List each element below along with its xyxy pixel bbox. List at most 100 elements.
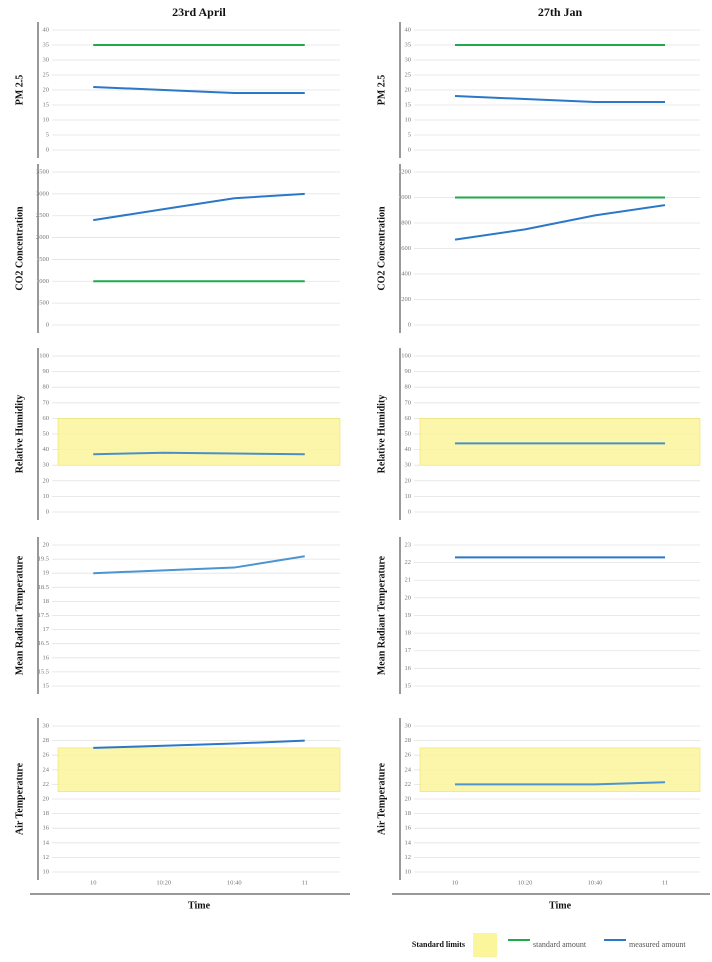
y-tick-label: 10: [43, 116, 50, 123]
y-tick-label: 17: [405, 647, 412, 654]
y-tick-label: 12: [405, 854, 412, 861]
series-line: [93, 192, 305, 222]
y-tick-label: 1500: [36, 256, 49, 263]
y-tick-label: 3500: [36, 168, 49, 175]
y-tick-label: 0: [408, 508, 411, 515]
y-tick-label: 400: [401, 270, 411, 277]
y-tick-label: 20: [43, 477, 50, 484]
x-tick-label: 10:20: [518, 879, 533, 886]
y-tick-label: 24: [43, 766, 50, 773]
y-axis-label: CO2 Concentration: [376, 206, 387, 291]
series-line: [93, 739, 305, 749]
y-tick-label: 15: [405, 101, 412, 108]
y-tick-label: 26: [43, 752, 50, 759]
y-tick-label: 30: [43, 56, 50, 63]
x-tick-label: 10:20: [156, 879, 171, 886]
x-axis-label: Time: [549, 900, 572, 911]
y-tick-label: 25: [43, 71, 50, 78]
y-axis-label: Air Temperature: [14, 762, 25, 835]
y-tick-label: 15.5: [38, 668, 49, 675]
y-tick-label: 10: [405, 116, 412, 123]
y-tick-label: 35: [43, 41, 50, 48]
y-tick-label: 0: [408, 146, 411, 153]
y-tick-label: 22: [43, 781, 50, 788]
y-axis-label: Relative Humidity: [376, 395, 387, 474]
y-tick-label: 200: [401, 296, 411, 303]
x-tick-label: 10:40: [227, 879, 242, 886]
y-tick-label: 20: [405, 594, 412, 601]
series-line: [93, 86, 305, 94]
standard-band: [419, 418, 701, 466]
y-tick-label: 12: [43, 854, 50, 861]
y-tick-label: 18: [43, 810, 50, 817]
x-tick-label: 10: [452, 879, 459, 886]
y-tick-label: 20: [43, 541, 50, 548]
y-tick-label: 10: [43, 868, 50, 875]
y-tick-label: 80: [43, 384, 50, 391]
y-tick-label: 23: [405, 541, 412, 548]
y-tick-label: 0: [408, 321, 411, 328]
y-tick-label: 16: [405, 825, 412, 832]
y-tick-label: 16: [43, 654, 50, 661]
y-tick-label: 18: [43, 598, 50, 605]
y-axis-label: Relative Humidity: [14, 395, 25, 474]
y-tick-label: 20: [43, 795, 50, 802]
y-axis-label: PM 2.5: [14, 75, 25, 106]
y-tick-label: 14: [405, 839, 412, 846]
y-tick-label: 26: [405, 752, 412, 759]
y-tick-label: 1000: [36, 278, 49, 285]
y-tick-label: 30: [405, 462, 412, 469]
legend-label: standard amount: [533, 940, 587, 949]
y-axis-label: Mean Radiant Temperature: [376, 555, 387, 675]
y-tick-label: 40: [405, 446, 412, 453]
y-tick-label: 16: [43, 825, 50, 832]
y-tick-label: 5: [408, 131, 411, 138]
y-tick-label: 2000: [36, 234, 49, 241]
y-tick-label: 30: [405, 722, 412, 729]
y-tick-label: 14: [43, 839, 50, 846]
y-tick-label: 22: [405, 781, 412, 788]
y-tick-label: 70: [405, 399, 412, 406]
y-tick-label: 28: [43, 737, 50, 744]
y-tick-label: 18: [405, 810, 412, 817]
y-tick-label: 70: [43, 399, 50, 406]
y-axis-label: Mean Radiant Temperature: [14, 555, 25, 675]
series-line: [454, 95, 665, 103]
x-axis-label: Time: [188, 900, 211, 911]
x-tick-label: 10: [90, 879, 97, 886]
y-tick-label: 24: [405, 766, 412, 773]
y-tick-label: 10: [405, 868, 412, 875]
y-tick-label: 60: [43, 415, 50, 422]
y-tick-label: 40: [405, 26, 412, 33]
y-tick-label: 28: [405, 737, 412, 744]
y-tick-label: 0: [46, 146, 49, 153]
series-line: [93, 451, 305, 456]
y-tick-label: 18: [405, 630, 412, 637]
y-tick-label: 20: [405, 86, 412, 93]
series-line: [455, 781, 666, 786]
y-tick-label: 10: [405, 493, 412, 500]
y-tick-label: 500: [39, 300, 49, 307]
legend-label: measured amount: [629, 940, 686, 949]
y-tick-label: 5: [46, 131, 49, 138]
x-tick-label: 10:40: [588, 879, 603, 886]
y-tick-label: 22: [405, 559, 412, 566]
x-tick-label: 11: [302, 879, 308, 886]
y-tick-label: 20: [43, 86, 50, 93]
y-tick-label: 0: [46, 508, 49, 515]
y-axis-label: Air Temperature: [376, 762, 387, 835]
y-tick-label: 1200: [398, 168, 411, 175]
y-tick-label: 50: [405, 430, 412, 437]
y-tick-label: 19: [43, 570, 50, 577]
y-tick-label: 18.5: [38, 584, 49, 591]
y-tick-label: 100: [401, 352, 411, 359]
y-tick-label: 100: [39, 352, 49, 359]
y-tick-label: 17.5: [38, 612, 49, 619]
y-tick-label: 19.5: [38, 556, 49, 563]
y-tick-label: 0: [46, 321, 49, 328]
y-tick-label: 19: [405, 612, 412, 619]
y-tick-label: 40: [43, 26, 50, 33]
y-tick-label: 30: [43, 722, 50, 729]
y-tick-label: 15: [405, 682, 412, 689]
